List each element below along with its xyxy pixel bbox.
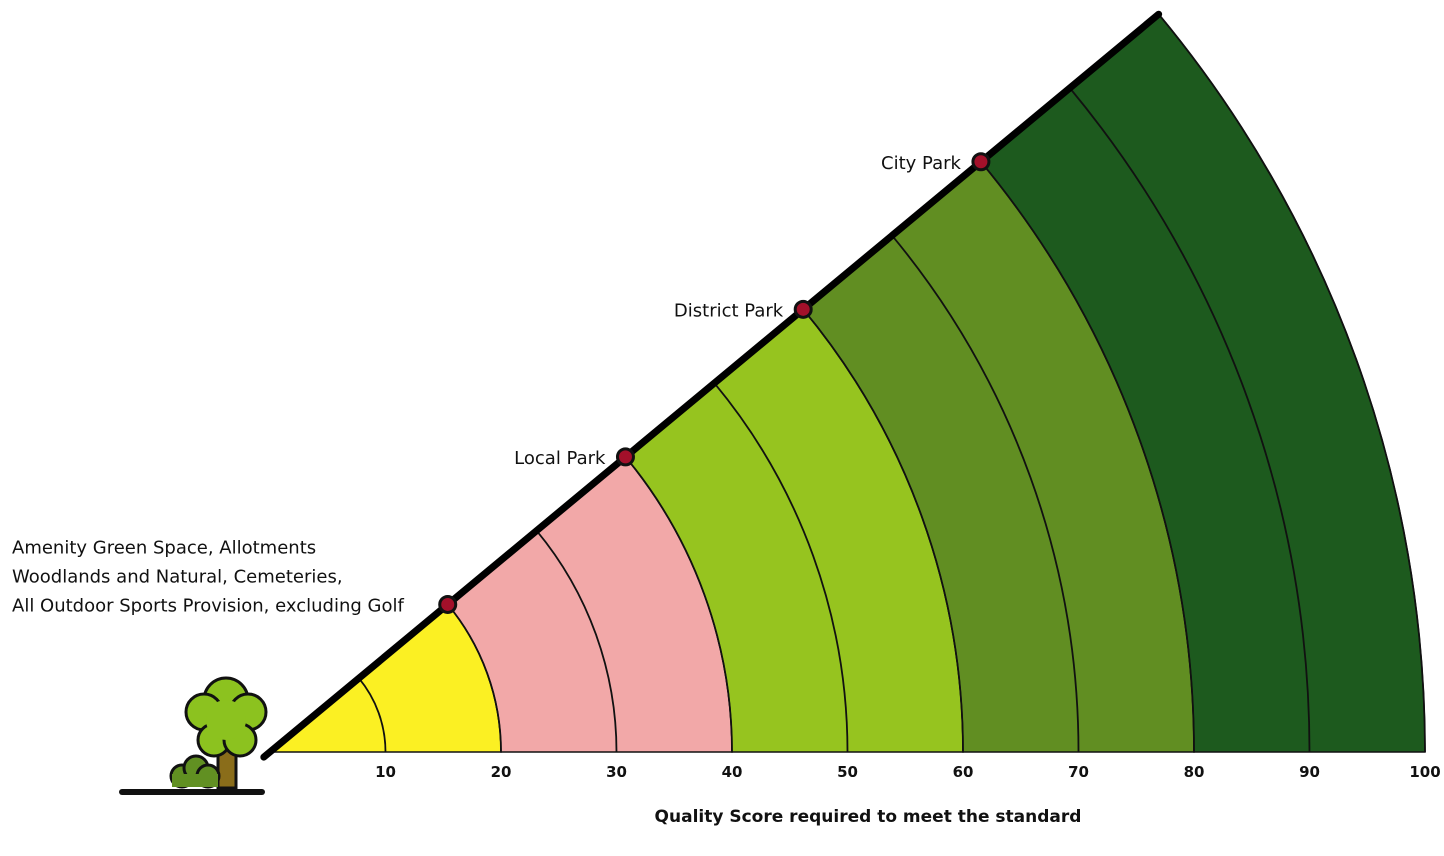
x-tick-label: 20 [491, 763, 512, 781]
chart: Quality Score required to meet the stand… [0, 0, 1444, 856]
x-tick-label: 10 [375, 763, 396, 781]
x-tick-label: 60 [953, 763, 974, 781]
marker-label: Amenity Green Space, Allotments [12, 537, 316, 558]
marker-label: Woodlands and Natural, Cemeteries, [12, 566, 343, 587]
x-tick-label: 80 [1184, 763, 1205, 781]
x-tick-label: 70 [1068, 763, 1089, 781]
marker [617, 449, 633, 465]
marker-label: City Park [881, 153, 961, 174]
x-tick-label: 40 [722, 763, 743, 781]
marker [795, 301, 811, 317]
marker-label: All Outdoor Sports Provision, excluding … [12, 595, 404, 616]
x-tick-label: 100 [1409, 763, 1440, 781]
marker [973, 154, 989, 170]
x-tick-label: 50 [837, 763, 858, 781]
x-axis-label: Quality Score required to meet the stand… [655, 807, 1082, 827]
tree-icon [122, 678, 266, 792]
marker-label: District Park [674, 300, 784, 321]
marker [440, 596, 456, 612]
x-tick-label: 90 [1299, 763, 1320, 781]
x-tick-label: 30 [606, 763, 627, 781]
marker-label: Local Park [514, 448, 606, 469]
